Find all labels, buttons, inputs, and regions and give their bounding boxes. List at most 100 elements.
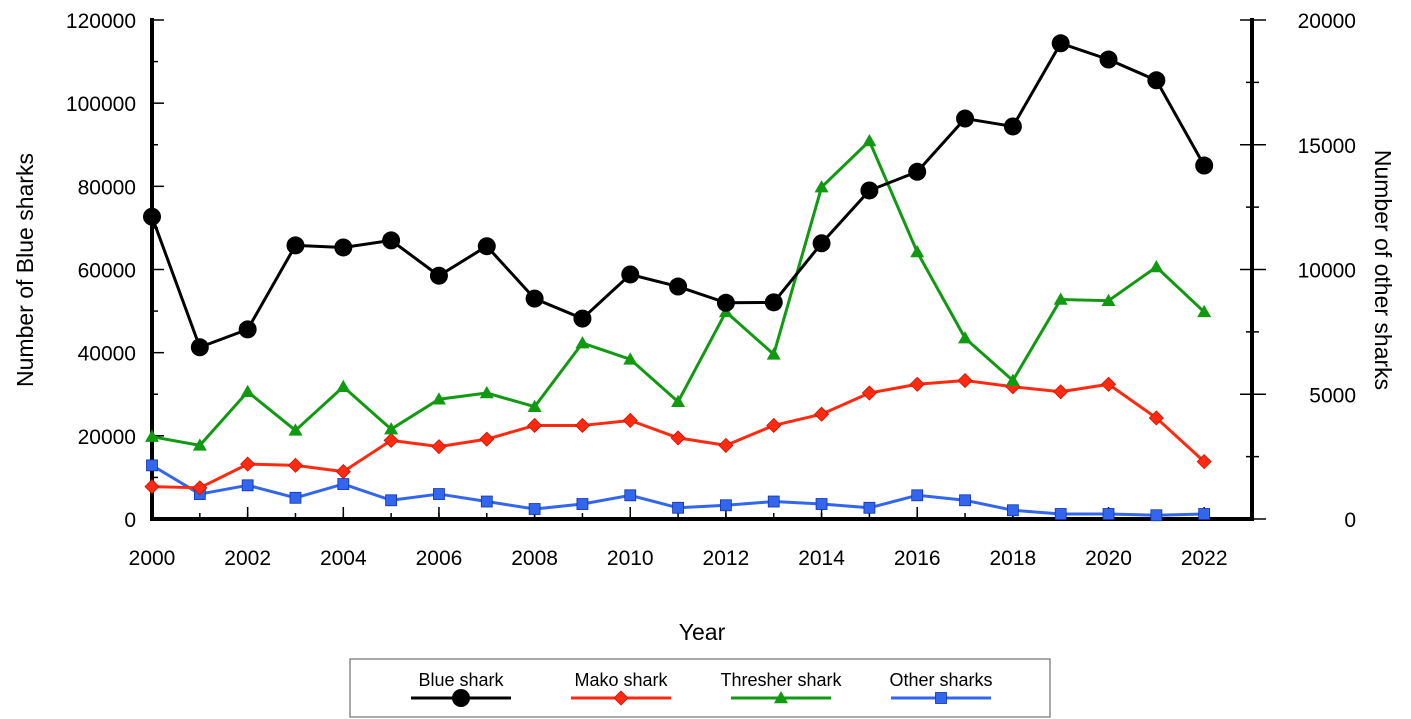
y-right-tick-label: 0 — [1344, 509, 1356, 532]
point-blue-shark — [334, 238, 353, 257]
point-other-sharks — [337, 478, 350, 490]
x-axis-label: Year — [679, 619, 726, 645]
point-mako-shark — [144, 478, 160, 495]
point-thresher-shark — [431, 392, 446, 405]
x-tick-label: 2016 — [894, 547, 941, 570]
legend: Blue shark Mako shark Thresher shark Other … — [349, 658, 1051, 718]
legend-marker — [452, 689, 470, 707]
x-tick-label: 2000 — [129, 547, 176, 570]
y-left-tick-label: 0 — [124, 509, 136, 532]
point-blue-shark — [1147, 71, 1166, 90]
point-mako-shark — [383, 432, 399, 448]
point-other-sharks — [385, 494, 398, 507]
point-mako-shark — [909, 376, 925, 392]
point-other-sharks — [720, 499, 732, 512]
point-thresher-shark — [671, 394, 686, 407]
point-thresher-shark — [288, 423, 303, 436]
point-blue-shark — [621, 265, 640, 284]
point-blue-shark — [860, 181, 879, 200]
point-mako-shark — [479, 431, 495, 447]
point-other-sharks — [959, 494, 971, 507]
series-line-blue-shark — [150, 41, 1206, 349]
point-blue-shark — [1051, 34, 1070, 53]
point-thresher-shark — [958, 331, 973, 344]
point-mako-shark — [1100, 376, 1117, 392]
series-blue-shark — [143, 34, 1214, 357]
point-blue-shark — [1195, 156, 1214, 175]
x-tick-label: 2020 — [1085, 547, 1132, 570]
x-tick-label: 2004 — [320, 547, 367, 570]
point-other-sharks — [624, 489, 637, 502]
point-blue-shark — [190, 338, 209, 357]
point-other-sharks — [480, 495, 493, 508]
point-mako-shark — [335, 464, 351, 480]
point-thresher-shark — [862, 134, 877, 147]
point-other-sharks — [289, 491, 302, 504]
y-left-tick-label: 100000 — [66, 93, 136, 116]
point-other-sharks — [576, 498, 589, 510]
point-mako-shark — [574, 417, 591, 434]
point-other-sharks — [1006, 504, 1019, 517]
y-left-tick-label: 80000 — [78, 176, 136, 199]
y-right-tick-label: 10000 — [1298, 260, 1356, 283]
point-other-sharks — [528, 503, 541, 515]
point-other-sharks — [767, 495, 780, 508]
point-thresher-shark — [910, 245, 925, 258]
x-tick-label: 2014 — [798, 547, 845, 570]
point-other-sharks — [1054, 508, 1067, 520]
point-blue-shark — [382, 231, 401, 250]
point-blue-shark — [908, 162, 927, 181]
legend-item-blue-shark: Blue shark — [411, 670, 511, 707]
legend-item-mako-shark: Mako shark — [571, 670, 671, 706]
point-thresher-shark — [336, 379, 351, 393]
legend-label: Mako shark — [574, 670, 668, 690]
point-blue-shark — [764, 293, 783, 312]
axes: 2000 2002 2004 2006 2008 2010 2012 2014 2016 2018… — [66, 10, 1356, 570]
point-mako-shark — [861, 385, 877, 401]
point-blue-shark — [956, 109, 975, 128]
series-thresher-shark — [145, 134, 1212, 451]
x-tick-label: 2008 — [511, 547, 558, 570]
point-blue-shark — [429, 266, 448, 285]
legend-label: Other sharks — [889, 670, 992, 690]
point-other-sharks — [146, 459, 158, 472]
x-tick-label: 2012 — [703, 547, 750, 570]
point-mako-shark — [670, 430, 686, 446]
point-mako-shark — [192, 480, 208, 496]
point-other-sharks — [911, 489, 924, 502]
point-mako-shark — [1196, 454, 1212, 470]
point-blue-shark — [525, 289, 544, 308]
legend-marker — [774, 691, 788, 704]
y-right-tick-label: 5000 — [1309, 384, 1356, 407]
y-left-tick-label: 120000 — [66, 10, 136, 33]
point-mako-shark — [240, 456, 256, 472]
x-tick-label: 2006 — [416, 547, 463, 570]
legend-marker — [935, 692, 947, 704]
point-thresher-shark — [575, 336, 590, 349]
point-thresher-shark — [240, 384, 255, 398]
point-other-sharks — [1102, 508, 1115, 520]
x-tick-label: 2010 — [607, 547, 654, 570]
point-mako-shark — [287, 457, 304, 473]
y-right-tick-label: 15000 — [1298, 135, 1356, 158]
point-mako-shark — [957, 372, 973, 389]
point-thresher-shark — [527, 399, 542, 412]
point-thresher-shark — [1197, 304, 1212, 318]
point-mako-shark — [1148, 410, 1164, 426]
point-mako-shark — [718, 437, 734, 453]
point-thresher-shark — [814, 180, 829, 193]
point-thresher-shark — [145, 429, 159, 442]
point-blue-shark — [573, 309, 592, 328]
point-other-sharks — [863, 501, 876, 514]
point-blue-shark — [1003, 117, 1022, 136]
legend-box — [349, 658, 1051, 718]
point-other-sharks — [241, 479, 254, 492]
point-thresher-shark — [1053, 292, 1068, 305]
point-thresher-shark — [1149, 260, 1164, 273]
point-thresher-shark — [479, 386, 494, 399]
x-tick-label: 2002 — [224, 547, 271, 570]
legend-item-thresher-shark: Thresher shark — [720, 670, 843, 704]
point-mako-shark — [622, 412, 638, 429]
x-tick-label: 2018 — [990, 547, 1037, 570]
